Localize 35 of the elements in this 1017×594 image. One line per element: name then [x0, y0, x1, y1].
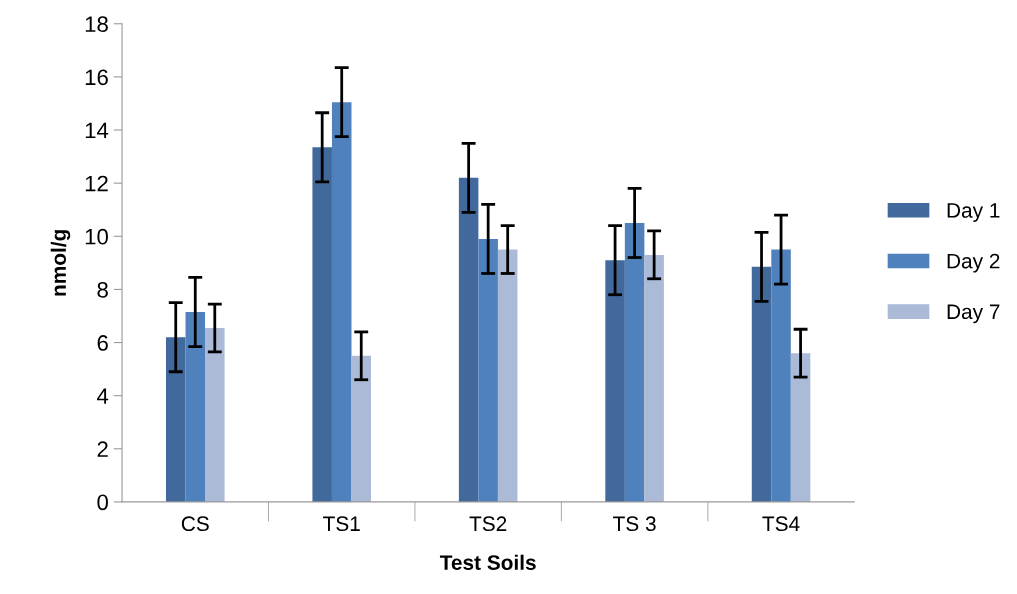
y-tick-label: 8	[97, 281, 108, 298]
bar	[624, 223, 645, 502]
bar	[478, 238, 498, 502]
bar	[497, 249, 518, 502]
bar	[351, 355, 371, 502]
y-tick-label: 14	[85, 122, 109, 139]
bar	[205, 327, 225, 502]
legend-label: Day 7	[947, 304, 1000, 324]
bar	[605, 260, 625, 502]
bar	[185, 311, 206, 502]
bar	[458, 177, 479, 502]
y-tick-label: 6	[97, 335, 108, 351]
bar	[165, 337, 186, 502]
y-tick-label: 4	[97, 388, 109, 404]
x-tick-label: TS4	[762, 516, 800, 532]
y-axis-title: nmol/g	[50, 230, 71, 296]
y-tick-label: 12	[85, 175, 108, 192]
legend-label: Day 2	[947, 253, 1000, 273]
y-tick-label: 16	[85, 69, 108, 86]
y-tick-label: 2	[97, 441, 108, 457]
bar	[751, 266, 772, 502]
x-axis-title: Test Soils	[439, 554, 536, 570]
y-tick-label: 10	[85, 228, 108, 245]
y-tick-label: 0	[97, 494, 108, 511]
bar	[312, 147, 332, 502]
x-tick-label: CS	[181, 516, 209, 532]
bar	[644, 254, 664, 502]
bar	[790, 353, 811, 502]
legend-label: Day 1	[947, 203, 1000, 222]
x-tick-label: TS1	[323, 516, 360, 532]
bar	[771, 249, 791, 502]
y-tick-label: 18	[85, 16, 108, 33]
x-tick-label: TS2	[469, 516, 507, 532]
bar	[331, 102, 352, 502]
x-tick-label: TS 3	[613, 516, 656, 532]
